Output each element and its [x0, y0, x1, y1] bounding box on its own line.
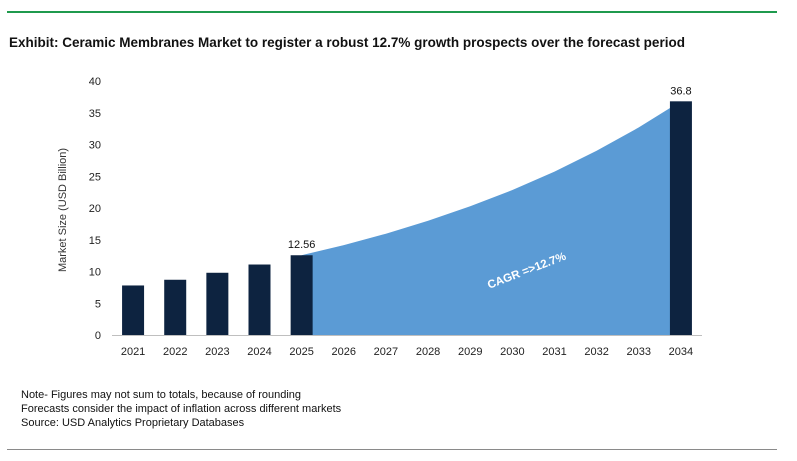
x-tick-label-2033: 2033	[627, 346, 651, 358]
bar-2034	[669, 101, 692, 335]
x-tick-label-2024: 2024	[247, 346, 271, 358]
data-label-2025: 12.56	[288, 239, 316, 251]
bar-2022	[164, 279, 187, 335]
chart-title: Exhibit: Ceramic Membranes Market to reg…	[9, 35, 685, 50]
forecast-area	[301, 101, 681, 335]
top-rule	[7, 11, 777, 13]
x-tick-label-2029: 2029	[458, 346, 482, 358]
x-tick-label-2030: 2030	[500, 346, 524, 358]
x-tick-label-2025: 2025	[289, 346, 313, 358]
bottom-rule	[7, 449, 777, 450]
x-tick-label-2021: 2021	[121, 346, 145, 358]
y-axis-title: Market Size (USD Billion)	[57, 148, 69, 272]
x-tick-label-2027: 2027	[374, 346, 398, 358]
y-tick-label: 20	[89, 203, 101, 215]
note-source: Source: USD Analytics Proprietary Databa…	[21, 417, 245, 429]
x-tick-label-2026: 2026	[332, 346, 356, 358]
y-tick-label: 30	[89, 140, 101, 152]
bar-2021	[122, 285, 145, 335]
y-tick-label: 15	[89, 235, 101, 247]
x-tick-label-2031: 2031	[542, 346, 566, 358]
x-tick-label-2022: 2022	[163, 346, 187, 358]
x-tick-label-2034: 2034	[669, 346, 693, 358]
bar-2025	[290, 255, 313, 335]
y-tick-label: 40	[89, 76, 101, 88]
y-tick-label: 10	[89, 267, 101, 279]
x-tick-label-2032: 2032	[584, 346, 608, 358]
y-tick-label: 5	[95, 298, 101, 310]
x-tick-label-2023: 2023	[205, 346, 229, 358]
y-tick-label: 35	[89, 108, 101, 120]
notes: Note- Figures may not sum to totals, bec…	[21, 388, 341, 430]
y-tick-label: 0	[95, 330, 101, 342]
y-tick-label: 25	[89, 171, 101, 183]
data-label-2034: 36.8	[670, 85, 691, 97]
x-tick-label-2028: 2028	[416, 346, 440, 358]
bar-2023	[206, 272, 229, 335]
note-inflation: Forecasts consider the impact of inflati…	[21, 403, 342, 415]
bar-2024	[248, 264, 271, 335]
note-rounding: Note- Figures may not sum to totals, bec…	[21, 389, 302, 401]
